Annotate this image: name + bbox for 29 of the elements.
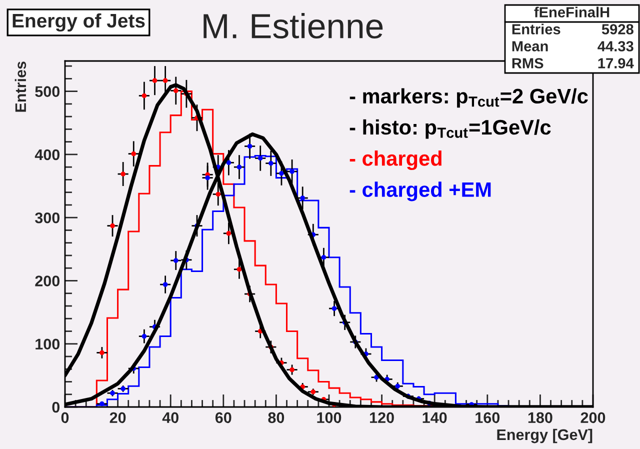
y-tick-label: 300 — [35, 212, 60, 224]
x-tick-label: 180 — [528, 412, 552, 424]
x-tick-label: 40 — [162, 412, 178, 424]
text: RMS 17.94 — [512, 58, 634, 68]
x-axis-title: Energy [GeV] — [497, 428, 592, 444]
x-tick-label: 140 — [422, 412, 447, 424]
y-tick-label: 100 — [36, 338, 60, 350]
y-tick-label: 0 — [52, 402, 60, 413]
text: Mean 44.33 — [512, 41, 634, 52]
y-tick-label: 500 — [35, 86, 60, 97]
x-tick-label: 60 — [215, 412, 232, 424]
text: fEneFinalH — [534, 6, 610, 18]
x-tick-label: 160 — [476, 412, 500, 424]
y-tick-label: 200 — [35, 276, 60, 286]
chart-subtitle: M. Estienne — [204, 13, 383, 39]
x-tick-label: 20 — [110, 412, 126, 424]
x-tick-label: 200 — [580, 412, 606, 424]
annotation: - histo: p$_{Tcut}$=1GeV/c — [350, 119, 551, 139]
y-axis-title: Entries — [14, 62, 26, 112]
annotation: - markers: p$_{Tcut}$=2 GeV/c — [350, 88, 588, 108]
series-label: - charged +EM — [350, 182, 491, 202]
x-tick-label: 100 — [317, 412, 342, 424]
x-tick-label: 80 — [268, 412, 284, 424]
text: Entries 5928 — [512, 24, 634, 34]
chart-title: Energy of Jets — [12, 13, 145, 32]
y-tick-label: 400 — [34, 149, 60, 160]
x-tick-label: 120 — [370, 412, 394, 424]
x-tick-label: 0 — [61, 412, 69, 424]
text: - charged — [350, 150, 442, 170]
